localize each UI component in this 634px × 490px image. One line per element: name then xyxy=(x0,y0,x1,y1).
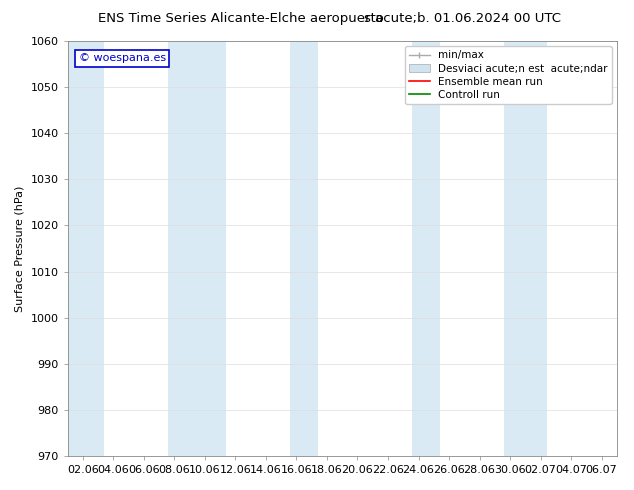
Text: © woespana.es: © woespana.es xyxy=(79,53,166,64)
Bar xyxy=(169,41,226,456)
Y-axis label: Surface Pressure (hPa): Surface Pressure (hPa) xyxy=(15,185,25,312)
Text: ENS Time Series Alicante-Elche aeropuerto: ENS Time Series Alicante-Elche aeropuert… xyxy=(98,12,384,25)
Bar xyxy=(412,41,440,456)
Legend: min/max, Desviaci acute;n est  acute;ndar, Ensemble mean run, Controll run: min/max, Desviaci acute;n est acute;ndar… xyxy=(404,46,612,104)
Bar xyxy=(68,41,105,456)
Bar xyxy=(504,41,547,456)
Bar xyxy=(290,41,318,456)
Text: s acute;b. 01.06.2024 00 UTC: s acute;b. 01.06.2024 00 UTC xyxy=(365,12,561,25)
